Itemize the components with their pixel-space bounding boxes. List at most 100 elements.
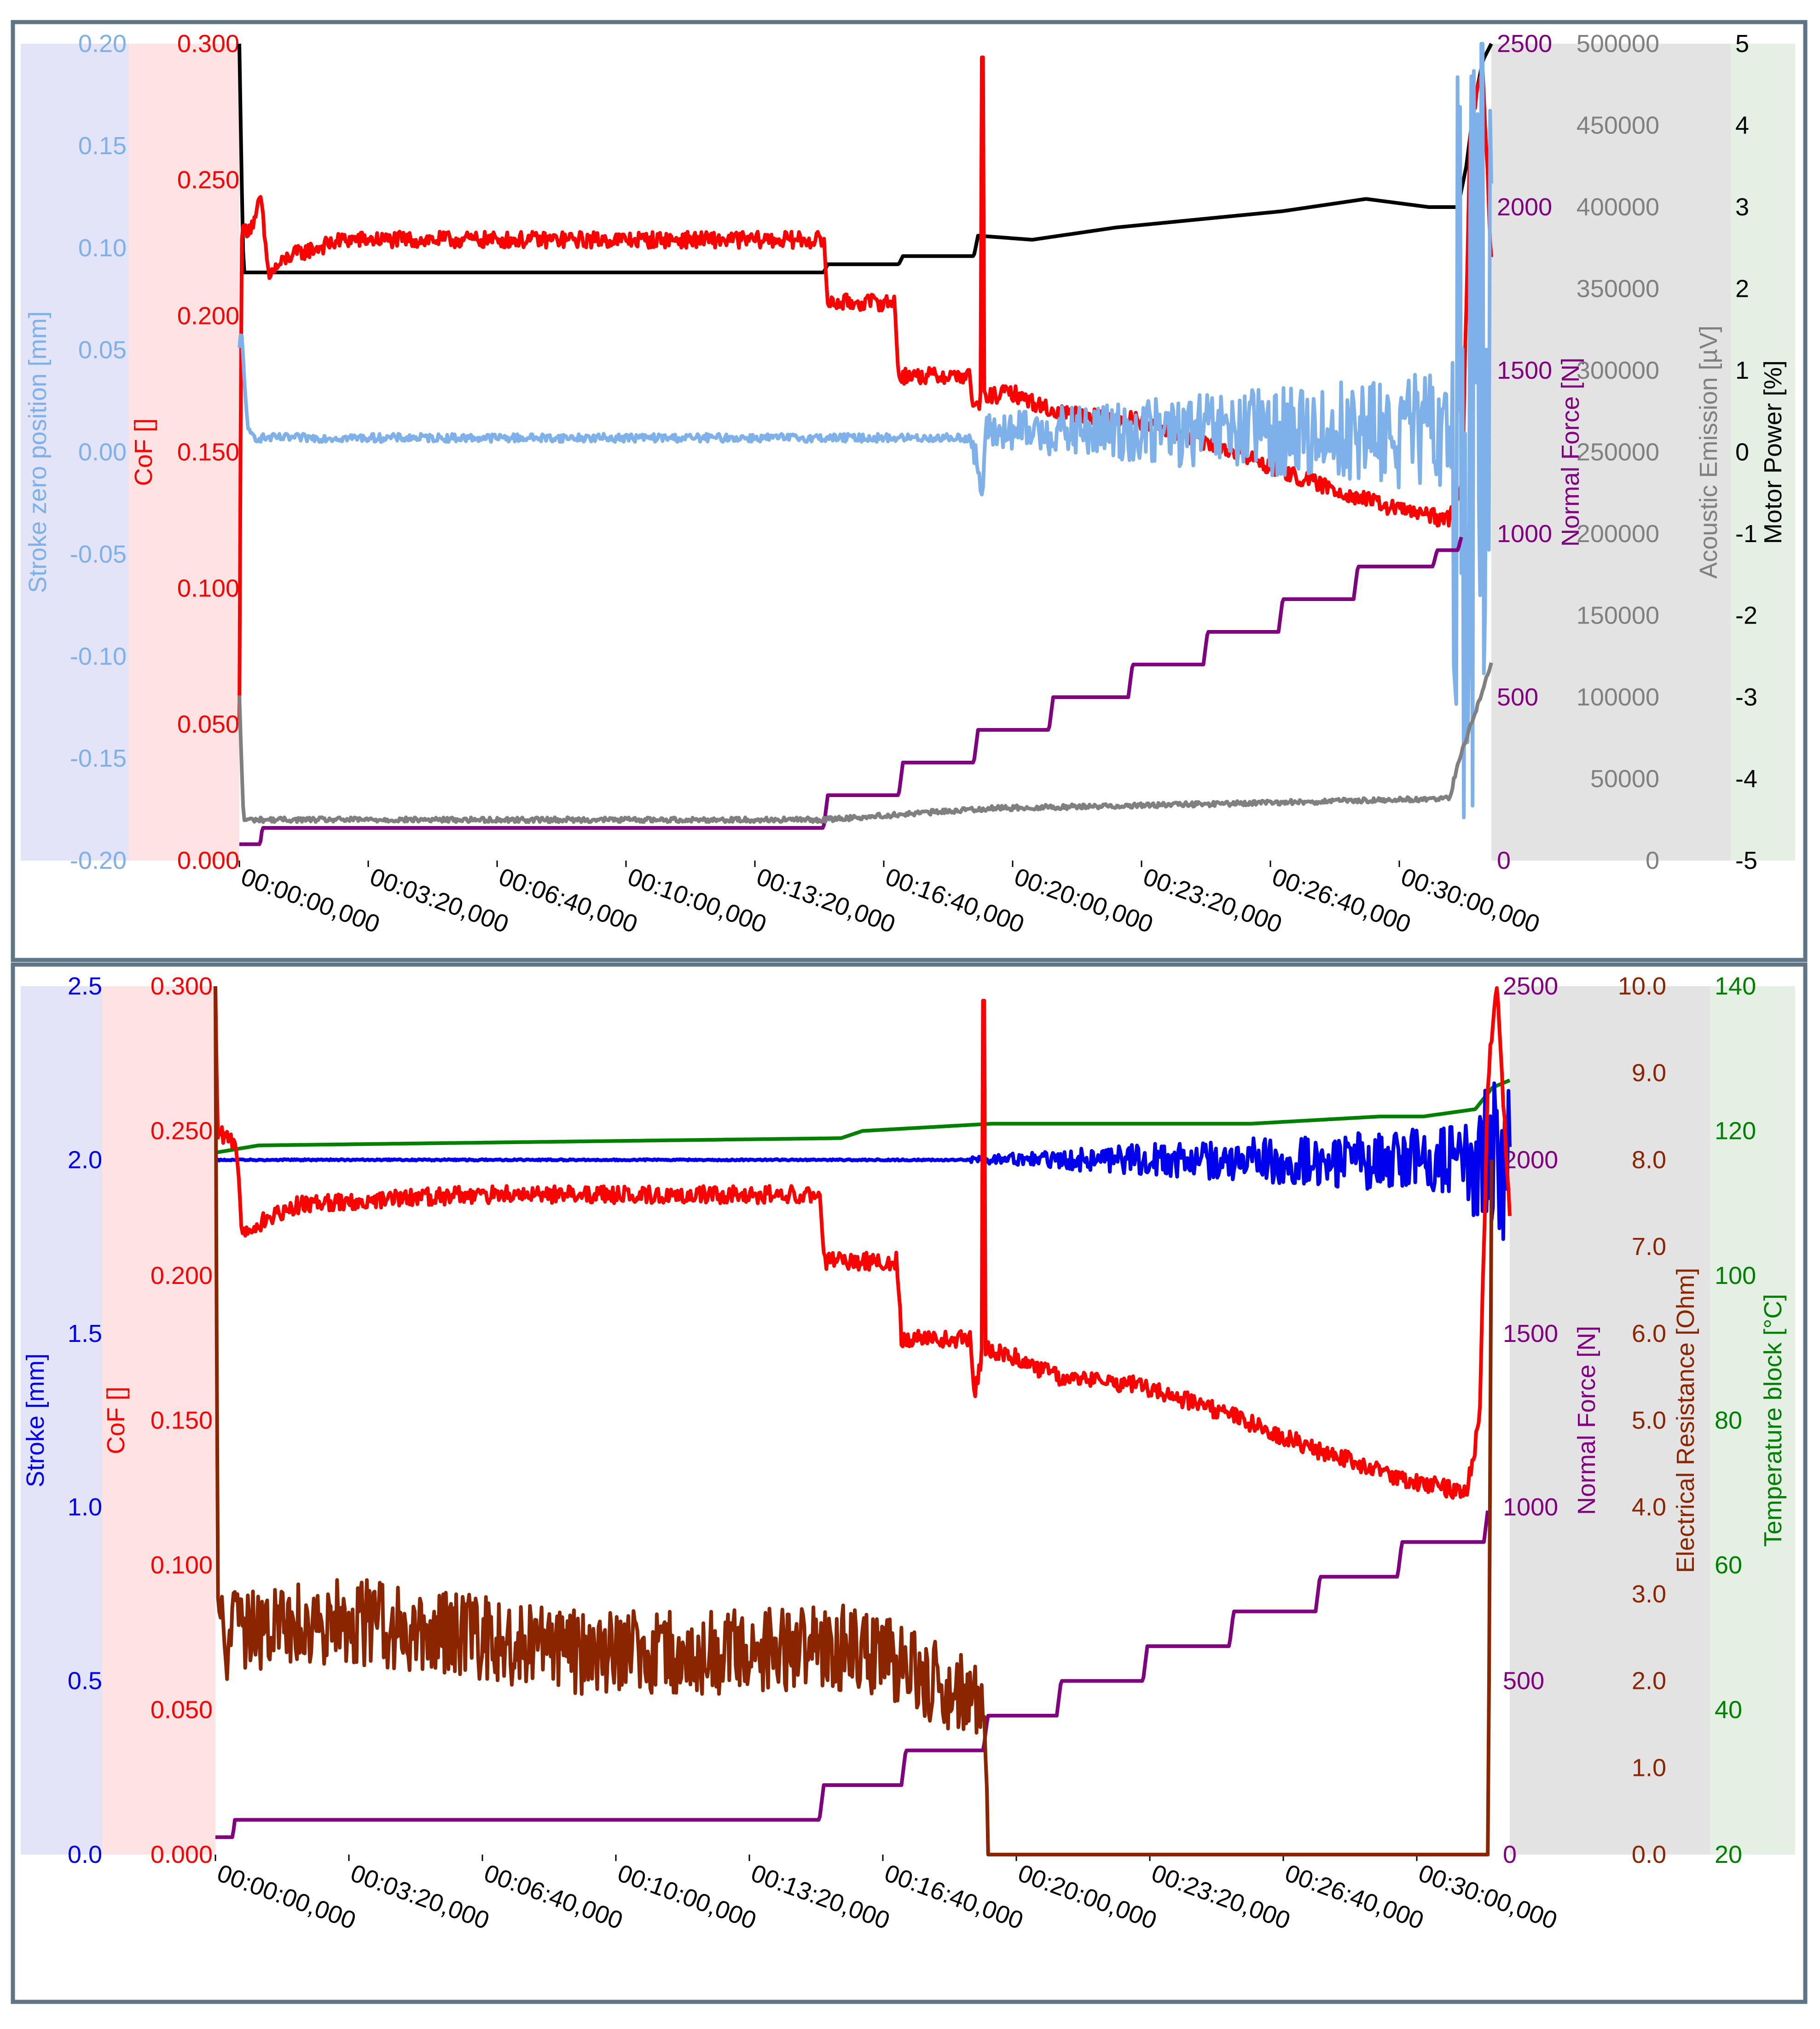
series-line-temperature-block-c xyxy=(214,1078,1511,1155)
tick-label-stroke-zero-7: 0.15 xyxy=(78,132,127,160)
tick-label-acoustic-2: 100000 xyxy=(1577,683,1659,711)
tick-label-cof-4: 0.200 xyxy=(177,302,239,330)
tick-label-stroke-5: 2.5 xyxy=(68,972,102,1000)
tick-label-temperature-6: 140 xyxy=(1715,972,1756,1000)
tick-label-motor-5: 0 xyxy=(1735,439,1749,466)
tick-label-resistance-9: 9.0 xyxy=(1632,1059,1666,1087)
tick-label-stroke-zero-8: 0.20 xyxy=(78,30,127,58)
series-line-acoustic-emission-v xyxy=(238,662,1493,824)
tick-label-stroke-zero-1: -0.15 xyxy=(70,745,127,772)
tick-label-cof-4: 0.200 xyxy=(151,1262,213,1289)
tick-label-resistance-2: 2.0 xyxy=(1632,1667,1666,1695)
tick-label-temperature-2: 60 xyxy=(1715,1551,1742,1579)
tick-label-normal-force-5: 2500 xyxy=(1503,972,1558,1000)
tick-label-resistance-8: 8.0 xyxy=(1632,1146,1666,1173)
tick-label-motor-10: 5 xyxy=(1735,30,1749,58)
axis-band-temperature xyxy=(1710,986,1795,1855)
tick-label-resistance-5: 5.0 xyxy=(1632,1407,1666,1434)
tick-label-acoustic-6: 300000 xyxy=(1577,357,1659,384)
tick-label-acoustic-5: 250000 xyxy=(1577,439,1659,466)
tick-label-normal-force-3: 1500 xyxy=(1503,1320,1558,1347)
axis-title-cof: CoF [] xyxy=(130,418,157,486)
series-line-normal-force-n xyxy=(214,1510,1490,1839)
panel-top-border xyxy=(11,20,1808,962)
tick-label-resistance-6: 6.0 xyxy=(1632,1320,1666,1347)
tick-label-motor-2: -3 xyxy=(1735,683,1757,711)
tick-label-stroke-zero-2: -0.10 xyxy=(70,642,127,670)
axis-band-cof xyxy=(102,986,215,1855)
tick-label-acoustic-9: 450000 xyxy=(1577,112,1659,139)
tick-label-normal-force-4: 2000 xyxy=(1497,193,1552,221)
tick-label-motor-7: 2 xyxy=(1735,275,1749,303)
series-line-motor-power xyxy=(238,43,1493,274)
tick-label-stroke-3: 1.5 xyxy=(68,1320,102,1347)
tick-label-stroke-zero-5: 0.05 xyxy=(78,336,127,364)
tick-label-stroke-2: 1.0 xyxy=(68,1493,102,1521)
axis-title-temperature: Temperature block [°C] xyxy=(1759,1294,1787,1547)
axis-band-stroke xyxy=(21,986,102,1855)
tick-label-normal-force-1: 500 xyxy=(1497,683,1538,711)
tick-label-acoustic-10: 500000 xyxy=(1577,30,1659,58)
tick-label-resistance-4: 4.0 xyxy=(1632,1493,1666,1521)
tick-label-stroke-0: 0.0 xyxy=(68,1841,102,1868)
tick-label-resistance-0: 0.0 xyxy=(1632,1841,1666,1868)
tick-label-motor-1: -4 xyxy=(1735,765,1757,793)
tick-label-acoustic-0: 0 xyxy=(1646,847,1659,874)
tick-label-cof-6: 0.300 xyxy=(151,972,213,1000)
tick-label-cof-3: 0.150 xyxy=(177,439,239,466)
axis-title-stroke: Stroke [mm] xyxy=(22,1353,49,1487)
series-line-normal-force-n xyxy=(238,537,1463,846)
axis-band-resistance xyxy=(1510,986,1710,1855)
tick-label-normal-force-1: 500 xyxy=(1503,1667,1544,1695)
tick-label-motor-8: 3 xyxy=(1735,193,1749,221)
tick-label-motor-0: -5 xyxy=(1735,847,1757,874)
tick-label-acoustic-1: 50000 xyxy=(1590,765,1659,793)
tick-label-temperature-4: 100 xyxy=(1715,1262,1756,1289)
axis-title-cof: CoF [] xyxy=(102,1387,130,1454)
axis-title-stroke-zero: Stroke zero position [mm] xyxy=(24,311,52,593)
tick-label-stroke-zero-6: 0.10 xyxy=(78,234,127,262)
tick-label-normal-force-5: 2500 xyxy=(1497,30,1552,58)
tick-label-cof-3: 0.150 xyxy=(151,1407,213,1434)
tick-label-resistance-10: 10.0 xyxy=(1618,972,1666,1000)
series-line-stroke-zero-position-mm xyxy=(238,42,1493,820)
tick-label-cof-0: 0.000 xyxy=(177,847,239,874)
tick-label-cof-5: 0.250 xyxy=(177,166,239,194)
axis-band-cof xyxy=(129,44,239,861)
tick-label-temperature-0: 20 xyxy=(1715,1841,1742,1868)
tick-label-temperature-5: 120 xyxy=(1715,1117,1756,1145)
tick-label-stroke-zero-3: -0.05 xyxy=(70,540,127,568)
tick-label-normal-force-0: 0 xyxy=(1497,847,1511,874)
tick-label-motor-3: -2 xyxy=(1735,602,1757,630)
axis-title-acoustic: Acoustic Emission [µV] xyxy=(1695,325,1722,578)
tribometer-panel-top: -0.20 -0.15 -0.10 -0.05 0.00 0.05 0.10 0.15 0.20… xyxy=(21,30,1795,938)
tick-label-stroke-4: 2.0 xyxy=(68,1146,102,1173)
tick-label-normal-force-2: 1000 xyxy=(1497,520,1552,548)
tick-label-acoustic-3: 150000 xyxy=(1577,602,1659,630)
tick-label-cof-2: 0.100 xyxy=(151,1551,213,1579)
tick-label-cof-2: 0.100 xyxy=(177,574,239,602)
tick-label-stroke-zero-0: -0.20 xyxy=(70,847,127,874)
axis-title-normal-force: Normal Force [N] xyxy=(1557,358,1584,547)
tick-label-normal-force-4: 2000 xyxy=(1503,1146,1558,1173)
axis-band-stroke-zero xyxy=(21,44,129,861)
series-line-electrical-resistance-ohm xyxy=(214,986,1494,1856)
tick-label-stroke-1: 0.5 xyxy=(68,1667,102,1695)
tick-label-cof-6: 0.300 xyxy=(177,30,239,58)
tick-label-normal-force-2: 1000 xyxy=(1503,1493,1558,1521)
series-line-stroke-mm xyxy=(214,1081,1512,1241)
tick-label-cof-5: 0.250 xyxy=(151,1117,213,1145)
tick-label-motor-6: 1 xyxy=(1735,357,1749,384)
tick-label-acoustic-7: 350000 xyxy=(1577,275,1659,303)
tick-label-stroke-zero-4: 0.00 xyxy=(78,439,127,466)
tick-label-normal-force-0: 0 xyxy=(1503,1841,1517,1868)
tick-label-acoustic-8: 400000 xyxy=(1577,193,1659,221)
series-line-cof xyxy=(214,986,1512,1500)
axis-title-normal-force: Normal Force [N] xyxy=(1573,1326,1600,1515)
tick-label-cof-1: 0.050 xyxy=(151,1696,213,1724)
axis-band-motor xyxy=(1731,44,1795,861)
panel-bottom-border xyxy=(11,962,1808,2004)
tick-label-cof-0: 0.000 xyxy=(151,1841,213,1868)
tick-label-resistance-1: 1.0 xyxy=(1632,1754,1666,1781)
